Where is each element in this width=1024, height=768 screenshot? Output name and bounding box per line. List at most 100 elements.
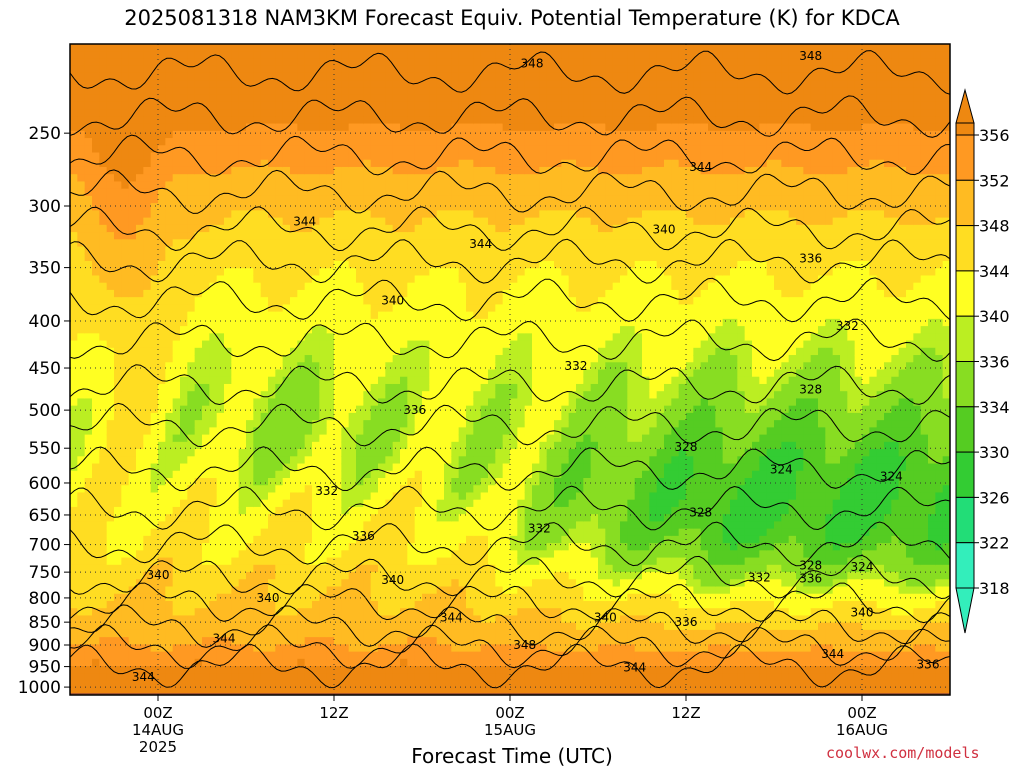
field-cell [246,492,254,501]
field-cell [370,637,379,645]
field-cell [238,463,247,472]
field-cell [84,658,93,667]
field-cell [297,65,306,74]
field-cell [370,492,379,501]
field-cell [114,318,122,327]
field-cell [180,441,188,450]
field-cell [70,463,78,472]
field-cell [180,282,188,291]
field-cell [444,434,452,443]
field-cell [84,195,93,204]
field-cell [158,564,166,573]
field-cell [451,586,460,595]
field-cell [326,65,335,74]
field-cell [392,492,401,501]
field-cell [194,116,203,125]
field-cell [143,326,152,334]
field-cell [202,470,210,479]
field-cell [194,687,203,695]
field-cell [150,297,159,305]
field-cell [84,116,93,125]
field-cell [84,456,93,465]
field-cell [70,289,78,298]
field-cell [136,629,144,638]
field-cell [297,174,306,183]
field-cell [231,680,240,689]
field-cell [187,174,196,183]
field-cell [444,680,452,689]
field-cell [260,195,269,204]
field-cell [128,65,137,74]
field-cell [348,268,357,277]
field-cell [392,680,401,689]
field-cell [202,224,210,233]
field-cell [407,543,416,551]
field-cell [282,492,291,501]
field-cell [334,629,342,638]
field-cell [70,651,78,660]
field-cell [268,420,276,428]
field-cell [363,499,372,508]
field-cell [92,557,100,566]
field-cell [275,629,284,638]
field-cell [77,521,86,530]
field-cell [334,109,342,117]
field-cell [275,326,284,334]
field-cell [209,145,218,154]
field-cell [77,123,86,132]
field-cell [319,239,328,248]
field-cell [473,347,482,356]
field-cell [136,44,144,52]
field-cell [253,130,262,139]
field-cell [165,651,174,660]
field-cell [341,333,350,342]
field-cell [334,492,342,501]
field-cell [363,535,372,544]
field-cell [312,181,320,190]
field-cell [429,101,438,110]
field-cell [158,166,166,175]
field-cell [407,65,416,74]
field-cell [334,593,342,602]
field-cell [172,275,181,284]
field-cell [187,340,196,349]
field-cell [92,311,100,320]
field-cell [150,470,159,479]
field-cell [231,535,240,544]
field-cell [429,564,438,573]
field-cell [224,109,232,117]
field-cell [172,333,181,342]
field-cell [312,550,320,559]
field-cell [114,658,122,667]
field-cell [231,412,240,421]
field-cell [106,485,115,494]
field-cell [180,72,188,81]
field-cell [356,326,364,334]
field-cell [429,586,438,595]
field-cell [172,514,181,522]
field-cell [231,427,240,436]
field-cell [121,470,130,479]
field-cell [378,195,386,204]
field-cell [114,116,122,125]
field-cell [260,615,269,624]
field-cell [444,586,452,595]
field-cell [238,109,247,117]
field-cell [378,586,386,595]
field-cell [238,557,247,566]
field-cell [253,51,262,60]
field-cell [143,637,152,645]
field-cell [334,289,342,298]
field-cell [282,326,291,334]
field-cell [121,456,130,465]
field-cell [180,268,188,277]
field-cell [414,514,423,522]
field-cell [290,181,298,190]
field-cell [70,535,78,544]
field-cell [84,51,93,60]
field-cell [304,217,313,226]
field-cell [128,564,137,573]
field-cell [436,340,445,349]
field-cell [106,304,115,313]
field-cell [275,44,284,52]
